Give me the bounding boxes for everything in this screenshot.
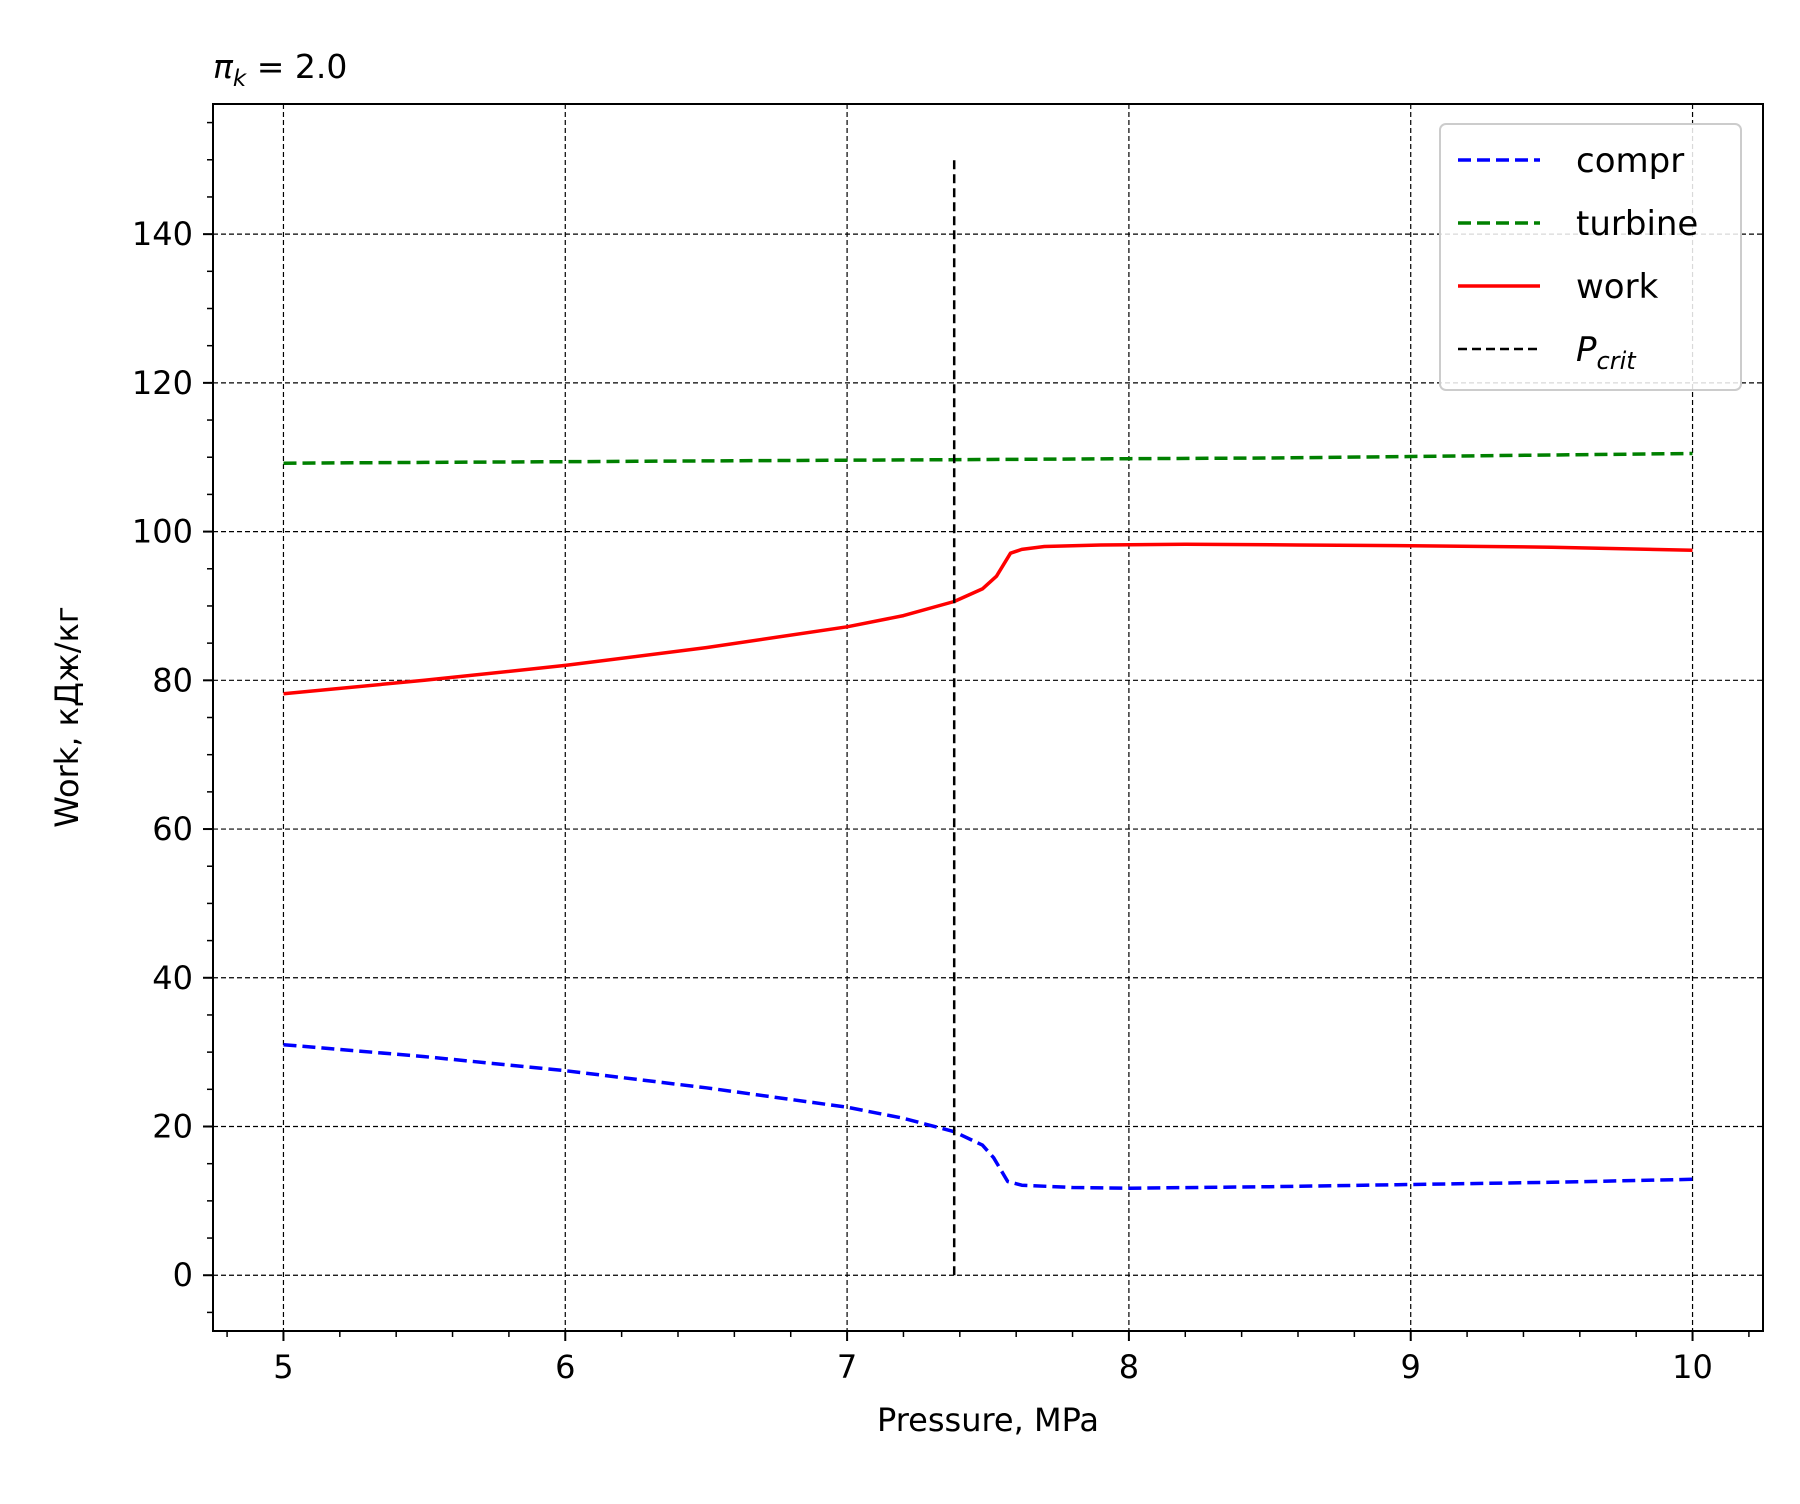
x-tick-label: 9 — [1401, 1348, 1421, 1386]
y-tick-label: 0 — [173, 1256, 193, 1294]
y-tick-label: 100 — [132, 513, 193, 551]
x-tick-label: 10 — [1672, 1348, 1713, 1386]
chart-title: πk = 2.0 — [213, 47, 347, 92]
x-tick-label: 8 — [1119, 1348, 1139, 1386]
pcrit-symbol: P — [1576, 330, 1597, 370]
y-tick-label: 140 — [132, 215, 193, 253]
major-ticks — [203, 233, 1694, 1341]
y-tick-label: 80 — [152, 661, 193, 699]
legend-label-work: work — [1576, 267, 1659, 307]
y-tick-label: 20 — [152, 1108, 193, 1146]
x-tick-label: 6 — [555, 1348, 575, 1386]
y-axis-label: Work, кДж/кг — [48, 606, 86, 827]
series-lines — [283, 159, 1693, 1276]
y-tick-label: 120 — [132, 364, 193, 402]
legend-box — [1439, 123, 1742, 391]
title-value: = 2.0 — [246, 47, 347, 86]
legend-label-turbine: turbine — [1576, 204, 1698, 244]
plot-frame — [212, 103, 1764, 1332]
turbine-line — [283, 451, 1693, 465]
compr-line — [283, 1042, 1693, 1190]
work-line — [283, 542, 1693, 696]
title-subscript: k — [233, 66, 248, 92]
y-tick-label: 60 — [152, 810, 193, 848]
x-tick-label: 7 — [837, 1348, 857, 1386]
legend: compr turbine work Pcrit — [1439, 123, 1742, 391]
legend-label-pcrit: Pcrit — [1576, 330, 1637, 375]
x-tick-label: 5 — [273, 1348, 293, 1386]
pcrit-subscript: crit — [1597, 347, 1638, 375]
legend-label-compr: compr — [1576, 141, 1684, 181]
y-tick-label: 40 — [152, 959, 193, 997]
title-symbol: π — [213, 47, 234, 86]
x-axis-label: Pressure, MPa — [877, 1401, 1099, 1439]
